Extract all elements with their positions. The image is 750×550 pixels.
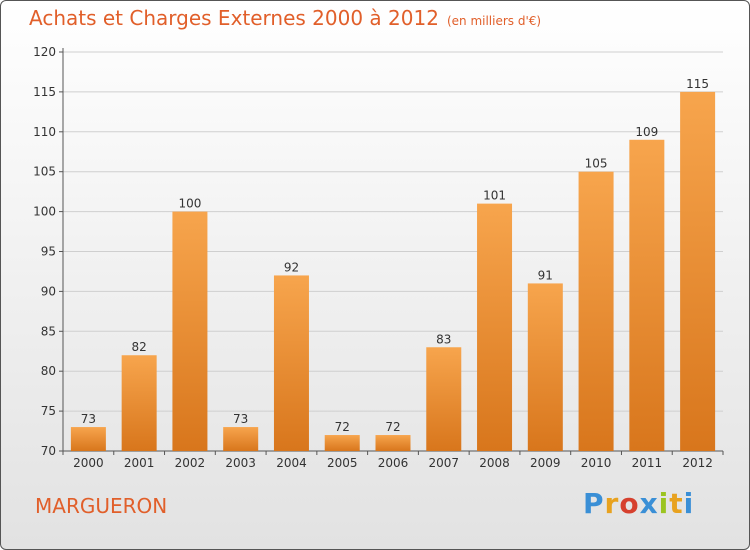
bar-2004 bbox=[273, 275, 309, 451]
bar-2008 bbox=[477, 203, 513, 451]
bar-2002 bbox=[172, 211, 208, 451]
y-tick-label: 75 bbox=[41, 404, 56, 418]
bar-2012 bbox=[680, 91, 716, 452]
logo-letter: t bbox=[669, 487, 684, 520]
logo-letter: x bbox=[639, 487, 659, 520]
y-tick-label: 95 bbox=[41, 245, 56, 259]
logo-letter: i bbox=[683, 487, 695, 520]
bar-2007 bbox=[426, 347, 462, 451]
bar-2003 bbox=[223, 427, 259, 451]
x-tick-label: 2012 bbox=[682, 456, 713, 470]
x-tick-label: 2001 bbox=[124, 456, 155, 470]
bar-value-label: 73 bbox=[233, 412, 248, 426]
x-tick-label: 2006 bbox=[378, 456, 409, 470]
grid bbox=[63, 51, 723, 452]
proxiti-logo: Proxiti bbox=[583, 487, 694, 520]
bar-value-label: 73 bbox=[81, 412, 96, 426]
bar-value-label: 92 bbox=[284, 260, 299, 274]
x-tick-label: 2000 bbox=[73, 456, 104, 470]
chart-title-text: Achats et Charges Externes 2000 à 2012 bbox=[29, 6, 439, 30]
x-tick-label: 2002 bbox=[175, 456, 206, 470]
x-tick-label: 2005 bbox=[327, 456, 358, 470]
chart-unit: (en milliers d'€) bbox=[446, 14, 542, 28]
bars bbox=[70, 91, 716, 452]
bar-value-label: 100 bbox=[178, 197, 201, 211]
y-tick-label: 110 bbox=[33, 125, 56, 139]
y-tick-label: 90 bbox=[41, 284, 56, 298]
chart-title: Achats et Charges Externes 2000 à 2012 (e… bbox=[29, 6, 541, 30]
labels: 73 2000 82 2001 100 2002 73 2003 92 2004 72 2005 72 2… bbox=[73, 77, 713, 470]
x-tick-label: 2003 bbox=[225, 456, 256, 470]
x-tick-label: 2011 bbox=[632, 456, 663, 470]
logo-letter: P bbox=[583, 487, 605, 520]
logo-letter: o bbox=[619, 487, 640, 520]
x-tick-label: 2008 bbox=[479, 456, 510, 470]
bar-2009 bbox=[527, 283, 563, 451]
y-tick-label: 85 bbox=[41, 324, 56, 338]
bar-2001 bbox=[121, 355, 157, 451]
y-tick-label: 70 bbox=[41, 444, 56, 458]
logo-letter: i bbox=[658, 487, 670, 520]
bar-2000 bbox=[70, 427, 106, 451]
bar-value-label: 91 bbox=[538, 268, 553, 282]
y-tick-label: 100 bbox=[33, 205, 56, 219]
bar-value-label: 72 bbox=[335, 420, 350, 434]
bar-value-label: 115 bbox=[686, 77, 709, 91]
x-tick-label: 2010 bbox=[581, 456, 612, 470]
bar-value-label: 72 bbox=[385, 420, 400, 434]
x-tick-label: 2009 bbox=[530, 456, 561, 470]
bar-2006 bbox=[375, 435, 411, 451]
y-tick-label: 80 bbox=[41, 364, 56, 378]
commune-name: MARGUERON bbox=[35, 494, 168, 518]
bar-value-label: 109 bbox=[635, 125, 658, 139]
bar-value-label: 82 bbox=[132, 340, 147, 354]
y-tick-label: 115 bbox=[33, 85, 56, 99]
x-tick-label: 2004 bbox=[276, 456, 307, 470]
bar-2011 bbox=[629, 139, 665, 451]
logo-letter: r bbox=[604, 487, 620, 520]
bar-value-label: 101 bbox=[483, 189, 506, 203]
bar-value-label: 83 bbox=[436, 332, 451, 346]
y-tick-label: 105 bbox=[33, 165, 56, 179]
y-tick-label: 120 bbox=[33, 45, 56, 59]
x-tick-label: 2007 bbox=[428, 456, 459, 470]
bar-value-label: 105 bbox=[585, 157, 608, 171]
bar-2010 bbox=[578, 171, 614, 451]
bar-2005 bbox=[324, 435, 360, 451]
